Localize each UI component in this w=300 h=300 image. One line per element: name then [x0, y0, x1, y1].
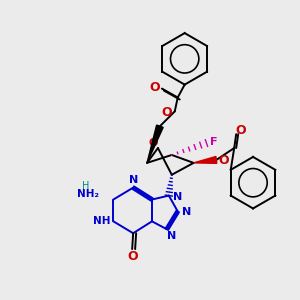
- Text: O: O: [128, 250, 139, 262]
- Polygon shape: [147, 125, 163, 163]
- Polygon shape: [194, 157, 217, 163]
- Text: H: H: [82, 181, 89, 191]
- Text: O: O: [150, 81, 160, 94]
- Text: N: N: [173, 192, 182, 202]
- Text: F: F: [210, 137, 217, 147]
- Text: N: N: [128, 175, 138, 185]
- Text: N: N: [167, 231, 176, 241]
- Text: N: N: [182, 207, 191, 218]
- Text: NH₂: NH₂: [77, 189, 100, 199]
- Text: O: O: [218, 154, 229, 167]
- Text: O: O: [148, 138, 158, 148]
- Text: NH: NH: [93, 216, 110, 226]
- Text: O: O: [161, 106, 172, 119]
- Text: O: O: [236, 124, 247, 137]
